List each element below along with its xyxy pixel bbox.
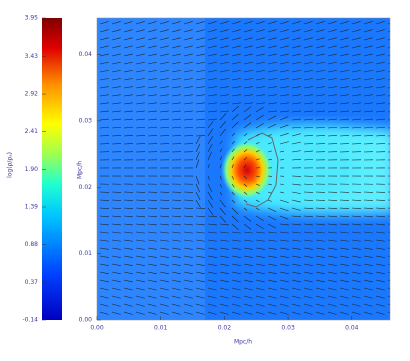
y-tick-label: 0.01 <box>79 250 93 257</box>
y-tick-label: 0.02 <box>79 184 93 191</box>
x-axis-label: Mpc/h <box>234 339 252 346</box>
density-field <box>97 18 397 320</box>
x-tick-label: 0.00 <box>90 325 104 332</box>
x-tick-label: 0.01 <box>154 325 168 332</box>
x-tick-label: 0.02 <box>218 325 232 332</box>
colorbar-tick-label: 0.37 <box>25 279 39 286</box>
colorbar-tick-label: 1.90 <box>25 166 39 173</box>
y-tick-label: 0.00 <box>79 317 93 324</box>
y-axis-label: Mpc/h <box>77 161 84 179</box>
colorbar-tick-label: 0.88 <box>25 241 39 248</box>
colorbar <box>42 18 62 320</box>
colorbar-tick-label: 2.92 <box>25 91 39 98</box>
colorbar-label: log(ρ/ρₐ) <box>7 152 14 178</box>
y-tick-label: 0.04 <box>79 51 93 58</box>
y-tick-label: 0.03 <box>79 117 93 124</box>
x-tick-label: 0.04 <box>345 325 359 332</box>
colorbar-tick-label: 3.43 <box>25 53 39 60</box>
x-tick-label: 0.03 <box>281 325 295 332</box>
colorbar-tick-label: 3.95 <box>25 15 39 22</box>
colorbar-tick-label: 2.41 <box>25 128 39 135</box>
colorbar-tick-label: -0.14 <box>22 317 38 324</box>
colorbar-tick-label: 1.39 <box>25 204 39 211</box>
